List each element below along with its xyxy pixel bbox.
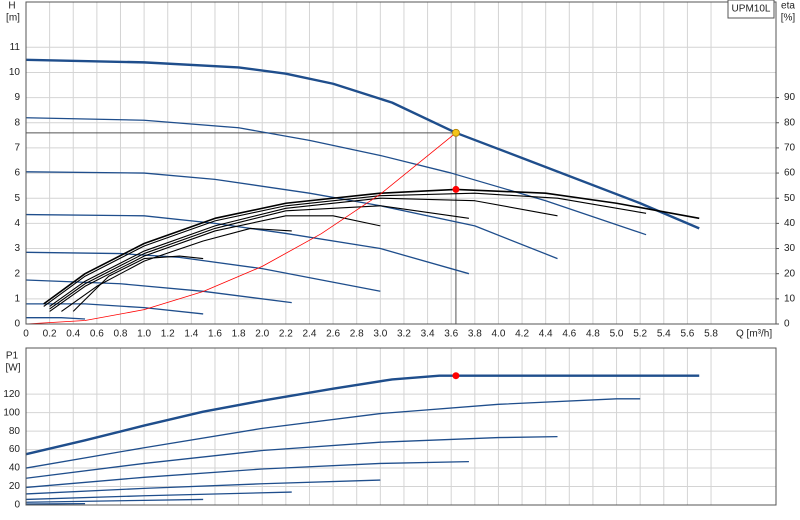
curve — [26, 303, 204, 315]
duty-point — [452, 372, 460, 380]
plot-background — [26, 348, 776, 505]
curve — [25, 171, 558, 260]
y2-tick-label: 70 — [784, 143, 796, 154]
curve — [25, 479, 381, 495]
x-tick-label: 0.2 — [43, 329, 57, 340]
x-tick-label: 3.8 — [468, 329, 482, 340]
y-tick-label: 8 — [14, 117, 20, 128]
duty-point — [452, 185, 460, 193]
curve — [25, 498, 204, 503]
y2-tick-label: 80 — [784, 117, 796, 128]
y-tick-label: 10 — [9, 67, 21, 78]
plot-background — [26, 2, 776, 324]
y-axis-unit: [m] — [6, 13, 20, 24]
y2-axis-unit: [%] — [781, 13, 796, 24]
x-tick-label: 4.6 — [562, 329, 576, 340]
x-tick-label: 0 — [23, 329, 29, 340]
duty-point — [452, 128, 460, 137]
x-tick-label: 2.4 — [303, 329, 317, 340]
y-tick-label: 60 — [9, 444, 21, 455]
curve — [61, 227, 292, 312]
chart-title: UPM10L — [732, 4, 771, 15]
y-tick-label: 2 — [14, 268, 20, 279]
plot-frame — [25, 347, 777, 506]
y-tick-label: 40 — [9, 463, 21, 474]
x-tick-label: 1.2 — [161, 329, 175, 340]
title-box — [727, 0, 775, 19]
y-tick-label: 120 — [3, 389, 20, 400]
x-tick-label: 3.4 — [421, 329, 435, 340]
y-tick-label: 0 — [14, 500, 20, 511]
y2-axis-label: eta — [781, 1, 795, 12]
x-tick-label: 2.2 — [279, 329, 293, 340]
y-tick-label: 0 — [14, 319, 20, 330]
y2-tick-label: 50 — [784, 193, 796, 204]
x-tick-label: 4.4 — [539, 329, 553, 340]
x-tick-label: 0.4 — [66, 329, 80, 340]
y2-tick-label: 40 — [784, 218, 796, 229]
y-tick-label: 9 — [14, 92, 20, 103]
x-tick-label: 3.0 — [373, 329, 387, 340]
curve — [25, 58, 700, 230]
x-tick-label: 4.8 — [586, 329, 600, 340]
x-tick-label: 2.6 — [326, 329, 340, 340]
x-tick-label: 5.8 — [704, 329, 718, 340]
curve — [25, 132, 457, 325]
curve — [25, 398, 641, 469]
x-tick-label: 1.4 — [184, 329, 198, 340]
y-axis-label: P1 — [6, 351, 19, 362]
y-axis-unit: [W] — [6, 363, 21, 374]
y-tick-label: 7 — [14, 143, 20, 154]
y-tick-label: 1 — [14, 293, 20, 304]
y-tick-label: 80 — [9, 426, 21, 437]
x-tick-label: 3.2 — [397, 329, 411, 340]
curve — [25, 460, 469, 489]
x-tick-label: 0.6 — [90, 329, 104, 340]
y-tick-label: 100 — [3, 407, 20, 418]
x-tick-label: 5.6 — [680, 329, 694, 340]
y-tick-label: 20 — [9, 481, 21, 492]
x-tick-label: 4.0 — [491, 329, 505, 340]
plot-frame — [25, 1, 777, 325]
x-tick-label: 1.0 — [137, 329, 151, 340]
y-tick-label: 6 — [14, 168, 20, 179]
y2-tick-label: 0 — [784, 319, 790, 330]
x-tick-label: 1.8 — [232, 329, 246, 340]
y-tick-label: 3 — [14, 243, 20, 254]
y2-tick-label: 30 — [784, 243, 796, 254]
x-tick-label: 4.2 — [515, 329, 529, 340]
curve — [72, 255, 204, 312]
curve — [25, 436, 558, 479]
y2-tick-label: 60 — [784, 168, 796, 179]
x-tick-label: 5.4 — [657, 329, 671, 340]
curve — [25, 374, 700, 456]
x-tick-label: 0.8 — [114, 329, 128, 340]
x-tick-label: 5.2 — [633, 329, 647, 340]
x-tick-label: 5.0 — [610, 329, 624, 340]
y-tick-label: 5 — [14, 193, 20, 204]
y2-tick-label: 10 — [784, 293, 796, 304]
y-tick-label: 4 — [14, 218, 20, 229]
curve — [25, 251, 381, 292]
curve — [49, 197, 558, 307]
curve — [25, 491, 292, 501]
curve — [26, 317, 86, 320]
x-tick-label: 1.6 — [208, 329, 222, 340]
curve — [49, 205, 469, 310]
y-axis-label: H — [8, 1, 15, 12]
x-tick-label: 2.0 — [255, 329, 269, 340]
y2-tick-label: 90 — [784, 92, 796, 103]
x-tick-label: 2.8 — [350, 329, 364, 340]
y2-tick-label: 20 — [784, 268, 796, 279]
curve — [49, 215, 381, 312]
x-tick-label: 3.6 — [444, 329, 458, 340]
y-tick-label: 11 — [10, 42, 21, 53]
curve — [43, 188, 700, 305]
curve — [43, 192, 647, 307]
x-axis-label: Q [m³/h] — [736, 329, 772, 340]
